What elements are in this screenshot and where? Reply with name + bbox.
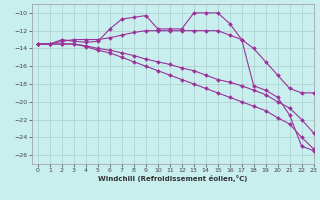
X-axis label: Windchill (Refroidissement éolien,°C): Windchill (Refroidissement éolien,°C)	[98, 175, 247, 182]
